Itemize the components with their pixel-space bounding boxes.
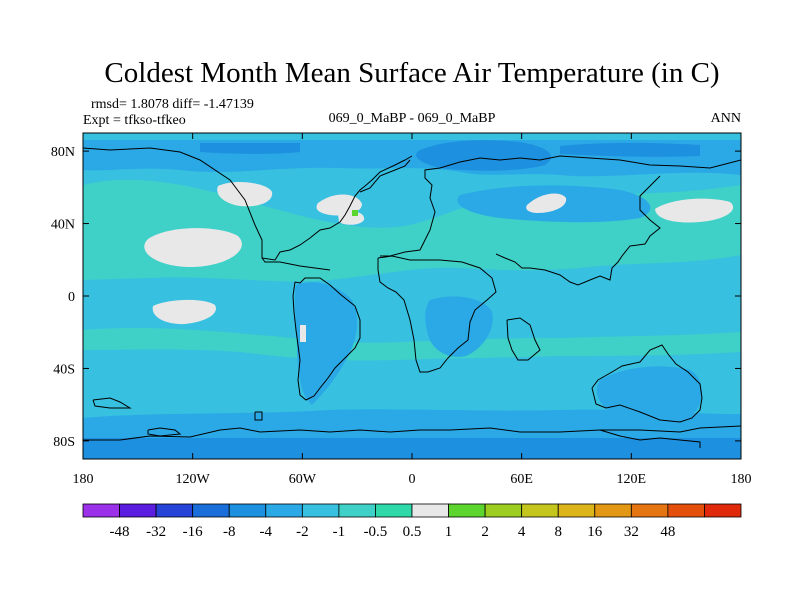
coast-north-america: [83, 147, 413, 261]
colorbar-label: 16: [587, 524, 603, 540]
field-positive-1: [352, 210, 358, 216]
coast-europe: [380, 155, 741, 257]
field-nearzero-7: [152, 299, 216, 325]
field-nearzero-3: [316, 194, 362, 216]
coast-asia-south: [495, 175, 661, 286]
field-nearzero-6: [655, 198, 734, 223]
colorbar-swatch: [557, 503, 596, 518]
field-nearzero-5: [526, 193, 567, 213]
colorbar-swatch: [228, 503, 267, 518]
colorbar-swatch: [667, 503, 705, 518]
colorbar-label: 4: [518, 524, 526, 540]
y-tick-label: 80S: [53, 435, 75, 450]
colorbar-label: -1: [333, 524, 346, 540]
coast-island-3: [254, 411, 263, 421]
colorbar-swatch: [338, 503, 376, 518]
period-label: ANN: [711, 111, 741, 126]
coast-antarctica-2: [599, 429, 701, 448]
field-cold-arctic-2: [200, 143, 300, 154]
colorbar-label: -8: [223, 524, 236, 540]
colorbar-swatch: [484, 503, 523, 518]
comparison-label: 069_0_MaBP - 069_0_MaBP: [329, 111, 496, 126]
colorbar-label: -4: [260, 524, 273, 540]
coast-south-america: [292, 277, 361, 401]
field-band-southern: [83, 327, 741, 361]
field-cold-arctic: [416, 140, 551, 171]
colorbar-swatch: [192, 503, 230, 518]
colorbar-swatch: [301, 503, 340, 518]
coast-north-america-b: [261, 257, 331, 271]
field-nearzero-1: [144, 228, 242, 268]
y-tick-label: 0: [68, 290, 75, 305]
colorbar-label: 1: [445, 524, 453, 540]
colorbar-swatch: [704, 503, 742, 518]
y-axis: 80N 40N 0 40S 80S: [51, 145, 741, 450]
coast-madagascar: [506, 317, 541, 361]
field-nearzero-8: [300, 325, 306, 342]
colorbar-label: 48: [660, 524, 675, 540]
colorbar-label: -16: [183, 524, 203, 540]
colorbar-label: -48: [110, 524, 130, 540]
coast-greenland: [359, 159, 411, 193]
colorbar-swatch: [411, 503, 449, 518]
colorbar-swatch: [521, 503, 559, 518]
colorbar: -48 -32 -16 -8 -4 -2 -1 -0.5 0.5 1 2 4 8 16 32 48: [82, 503, 742, 540]
colorbar-swatch: [155, 503, 194, 518]
colorbar-swatch: [375, 503, 413, 518]
colorbar-swatch: [265, 503, 303, 518]
x-axis: 180 120W 60W 0 60E 120E 180: [73, 133, 752, 487]
coast-antarctica: [83, 425, 741, 441]
experiment-label: Expt = tfkso-tfkeo: [83, 113, 186, 128]
colorbar-label: 32: [624, 524, 639, 540]
colorbar-swatch: [594, 503, 632, 518]
colorbar-label: 8: [554, 524, 562, 540]
field-cold-antarctic: [83, 438, 741, 459]
y-tick-label: 40S: [53, 362, 75, 377]
field-cool-africa: [425, 296, 493, 357]
field-nearzero-2: [217, 181, 273, 207]
x-tick-label: 120W: [176, 472, 211, 487]
colorbar-label: 0.5: [403, 524, 422, 540]
coast-island-1: [92, 397, 132, 409]
x-tick-label: 180: [73, 472, 94, 487]
colorbar-label: -2: [296, 524, 309, 540]
chart-title: Coldest Month Mean Surface Air Temperatu…: [104, 57, 719, 89]
colorbar-label: 2: [481, 524, 489, 540]
x-tick-label: 180: [731, 472, 752, 487]
x-tick-label: 60E: [510, 472, 533, 487]
coast-australia: [591, 344, 703, 423]
x-tick-label: 0: [409, 472, 416, 487]
colorbar-label: -0.5: [364, 524, 388, 540]
colorbar-label: -32: [146, 524, 166, 540]
colorbar-swatch: [119, 503, 157, 518]
field-cool-australia: [596, 366, 702, 418]
colorbar-swatch: [448, 503, 486, 518]
coast-island-2: [147, 427, 182, 437]
field-cool-samerica: [294, 282, 358, 405]
x-tick-label: 60W: [289, 472, 317, 487]
colorbar-swatch: [82, 503, 120, 518]
colorbar-swatch: [630, 503, 669, 518]
y-tick-label: 40N: [51, 218, 75, 233]
coast-africa: [377, 255, 497, 373]
y-tick-label: 80N: [51, 145, 75, 160]
stats-line: rmsd= 1.8078 diff= -1.47139: [91, 97, 254, 112]
temperature-field: [83, 133, 741, 459]
field-cold-arctic-3: [560, 142, 700, 157]
coastlines: [83, 147, 741, 448]
x-tick-label: 120E: [617, 472, 647, 487]
